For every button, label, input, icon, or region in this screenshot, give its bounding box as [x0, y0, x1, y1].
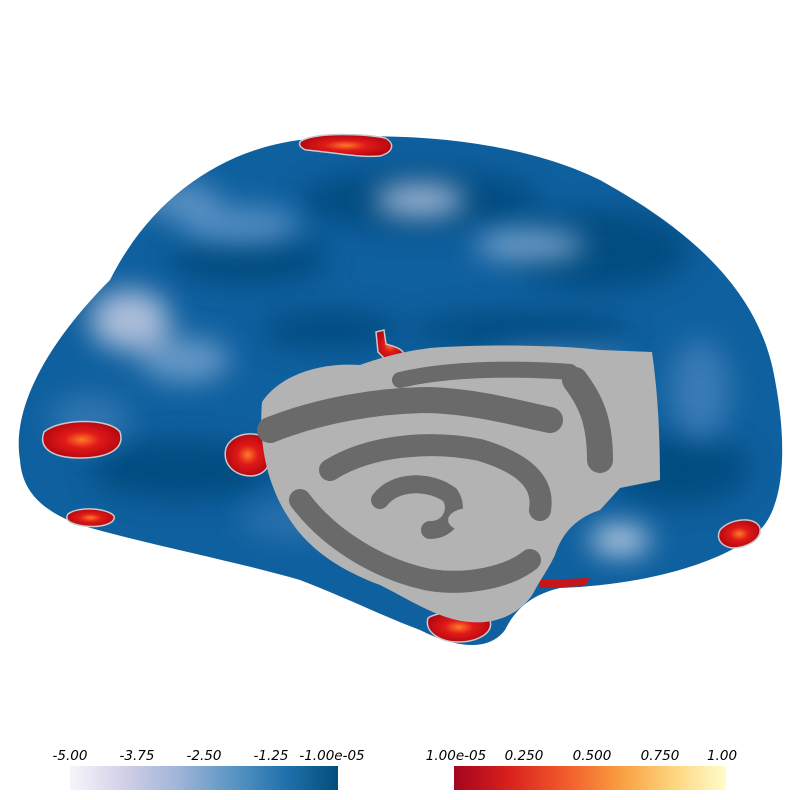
- tick-label: -1.00e-05: [299, 748, 365, 764]
- tick-label: -1.25: [253, 748, 289, 764]
- tick-label: -2.50: [186, 748, 222, 764]
- colorbar-positive: 1.00e-05 0.250 0.500 0.750 1.00: [420, 748, 760, 792]
- tick-label: 0.500: [572, 748, 612, 764]
- colorbar-positive-ticks: 1.00e-05 0.250 0.500 0.750 1.00: [420, 748, 760, 764]
- colorbar-positive-gradient: [454, 766, 726, 790]
- tick-label: 0.750: [640, 748, 680, 764]
- colorbar-negative-gradient: [70, 766, 338, 790]
- tick-label: -3.75: [119, 748, 155, 764]
- tick-label: 1.00e-05: [425, 748, 487, 764]
- tick-label: 1.00: [706, 748, 738, 764]
- positive-hotspots: [41, 133, 761, 643]
- colorbar-negative: -5.00 -3.75 -2.50 -1.25 -1.00e-05: [40, 748, 380, 792]
- colorbar-negative-ticks: -5.00 -3.75 -2.50 -1.25 -1.00e-05: [40, 748, 380, 764]
- tick-label: -5.00: [52, 748, 88, 764]
- medial-wall: [257, 345, 660, 623]
- tick-label: 0.250: [504, 748, 544, 764]
